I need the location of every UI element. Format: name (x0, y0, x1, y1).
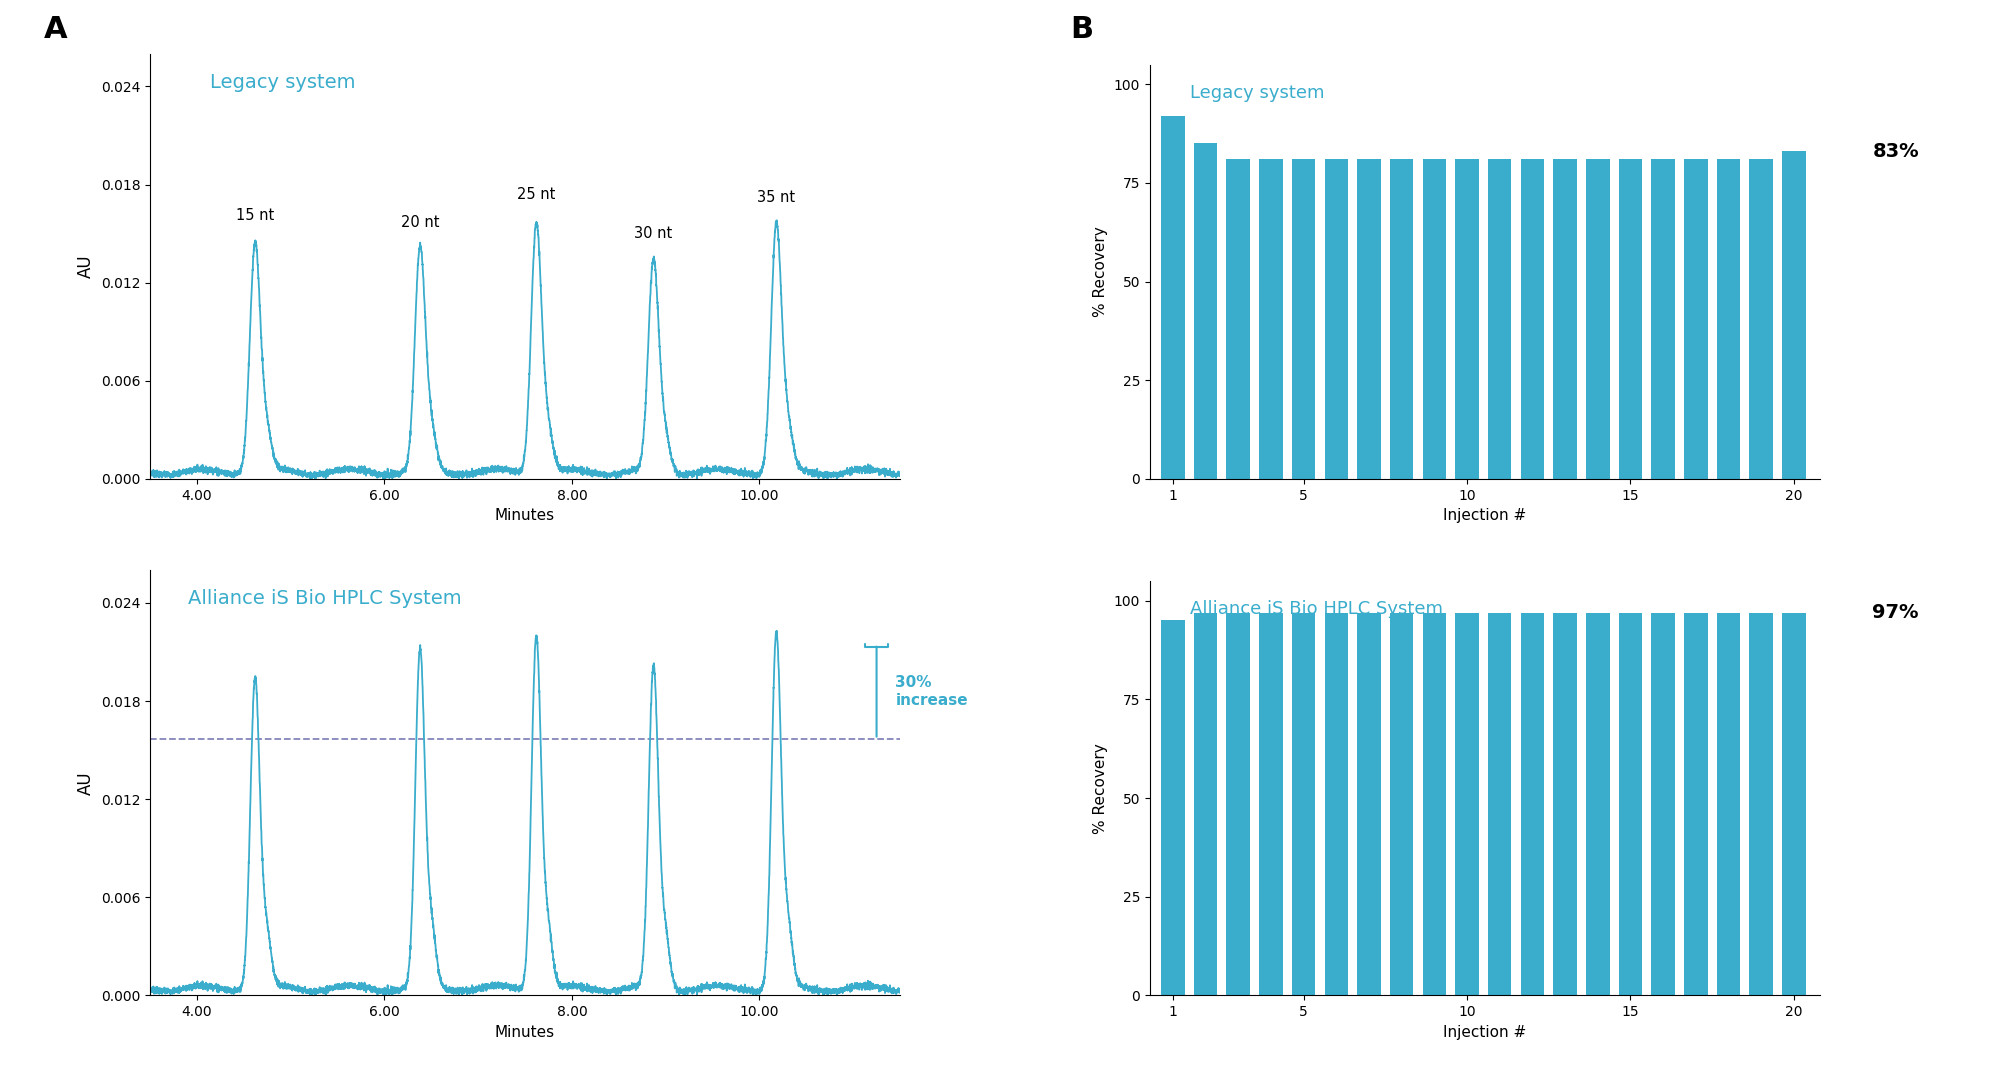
Bar (1554, 612, 1576, 995)
Bar (1520, 159, 1544, 479)
Bar (1194, 612, 1218, 995)
Text: 30%
increase: 30% increase (896, 676, 968, 708)
Bar (1226, 612, 1250, 995)
Bar (1260, 612, 1282, 995)
Bar (1554, 159, 1576, 479)
Bar (1618, 612, 1642, 995)
Bar (1324, 612, 1348, 995)
Bar (1358, 612, 1380, 995)
X-axis label: Minutes: Minutes (494, 1024, 556, 1039)
Bar (1488, 159, 1512, 479)
Text: 30 nt: 30 nt (634, 226, 672, 241)
Bar (1586, 612, 1610, 995)
Text: 97%: 97% (1872, 604, 1918, 622)
Bar (1422, 159, 1446, 479)
Text: 83%: 83% (1872, 142, 1918, 160)
Bar (1782, 152, 1806, 479)
Text: Legacy system: Legacy system (210, 73, 356, 91)
Bar (1586, 159, 1610, 479)
Bar (1684, 612, 1708, 995)
Bar (1162, 621, 1184, 995)
Text: 25 nt: 25 nt (518, 187, 556, 201)
Bar (1652, 612, 1674, 995)
Bar (1358, 159, 1380, 479)
Bar (1194, 143, 1218, 479)
Bar (1162, 116, 1184, 479)
Bar (1390, 159, 1414, 479)
Text: 15 nt: 15 nt (236, 208, 274, 223)
X-axis label: Minutes: Minutes (494, 508, 556, 523)
Bar (1260, 159, 1282, 479)
Y-axis label: % Recovery: % Recovery (1094, 742, 1108, 834)
Text: 20 nt: 20 nt (400, 214, 440, 229)
Bar (1750, 612, 1772, 995)
Text: Alliance iS Bio HPLC System: Alliance iS Bio HPLC System (188, 590, 462, 608)
Bar (1520, 612, 1544, 995)
Bar (1488, 612, 1512, 995)
Bar (1324, 159, 1348, 479)
Bar (1390, 612, 1414, 995)
Bar (1750, 159, 1772, 479)
Text: Legacy system: Legacy system (1190, 84, 1324, 102)
X-axis label: Injection #: Injection # (1444, 508, 1526, 523)
Bar (1684, 159, 1708, 479)
Y-axis label: % Recovery: % Recovery (1094, 226, 1108, 317)
Bar (1292, 612, 1316, 995)
Text: B: B (1070, 15, 1094, 44)
Bar (1782, 612, 1806, 995)
Bar (1456, 612, 1478, 995)
Bar (1226, 159, 1250, 479)
Bar (1422, 612, 1446, 995)
Bar (1652, 159, 1674, 479)
X-axis label: Injection #: Injection # (1444, 1024, 1526, 1039)
Text: 35 nt: 35 nt (758, 190, 796, 206)
Bar (1456, 159, 1478, 479)
Text: A: A (44, 15, 68, 44)
Y-axis label: AU: AU (78, 255, 96, 278)
Bar (1716, 612, 1740, 995)
Bar (1618, 159, 1642, 479)
Y-axis label: AU: AU (78, 771, 96, 794)
Text: Alliance iS Bio HPLC System: Alliance iS Bio HPLC System (1190, 600, 1444, 619)
Bar (1292, 159, 1316, 479)
Bar (1716, 159, 1740, 479)
